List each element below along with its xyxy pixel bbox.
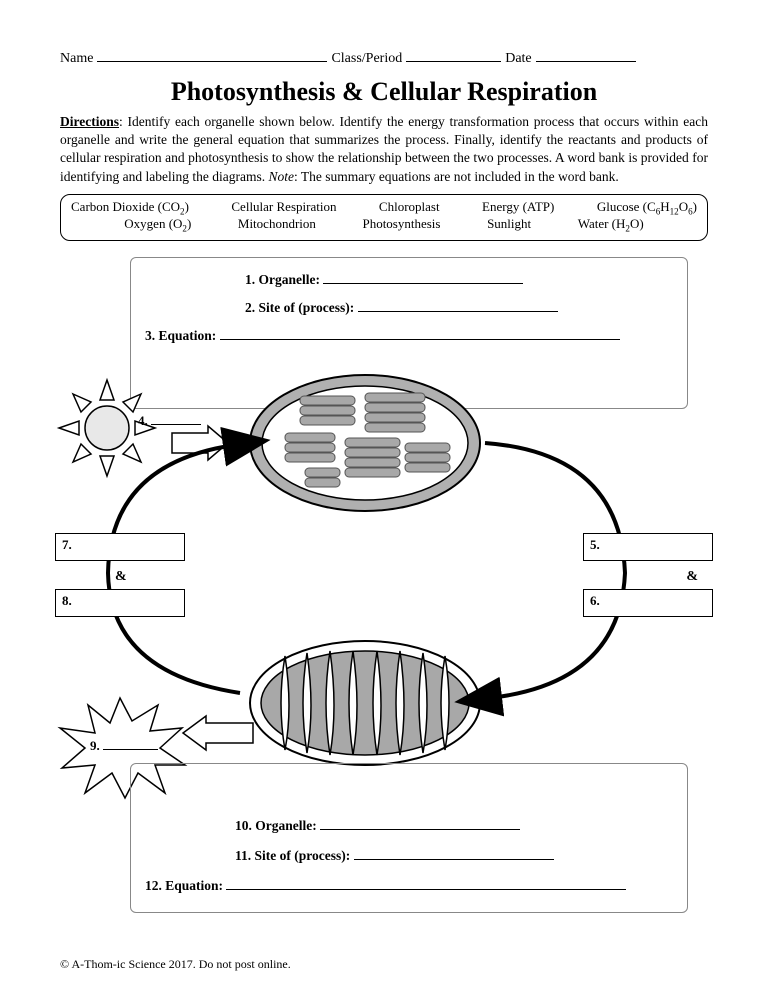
q3-blank[interactable] bbox=[220, 328, 620, 340]
word-bank: Carbon Dioxide (CO2) Cellular Respiratio… bbox=[60, 194, 708, 241]
mitochondrion-icon bbox=[245, 633, 485, 773]
wb-item: Oxygen (O2) bbox=[124, 216, 191, 234]
q3: 3. Equation: bbox=[145, 328, 673, 344]
class-label: Class/Period bbox=[331, 51, 402, 67]
diagram-area: 1. Organelle: 2. Site of (process): 3. E… bbox=[60, 253, 708, 933]
q7-box[interactable]: 7. bbox=[55, 533, 185, 561]
name-blank[interactable] bbox=[97, 48, 327, 62]
date-label: Date bbox=[505, 51, 531, 67]
wb-item: Mitochondrion bbox=[238, 216, 316, 234]
date-blank[interactable] bbox=[536, 48, 636, 62]
sun-arrow-icon bbox=[170, 423, 240, 463]
name-label: Name bbox=[60, 51, 93, 67]
wb-item: Chloroplast bbox=[379, 199, 440, 217]
class-blank[interactable] bbox=[406, 48, 501, 62]
wb-item: Energy (ATP) bbox=[482, 199, 554, 217]
q10: 10. Organelle: bbox=[145, 818, 673, 834]
note-label: Note bbox=[268, 169, 294, 184]
bottom-question-box: 10. Organelle: 11. Site of (process): 12… bbox=[130, 763, 688, 913]
q11-blank[interactable] bbox=[354, 848, 554, 860]
q10-blank[interactable] bbox=[320, 818, 520, 830]
chloroplast-icon bbox=[245, 368, 485, 518]
q9: 9. bbox=[90, 738, 158, 754]
wordbank-row-2: Oxygen (O2) Mitochondrion Photosynthesis… bbox=[71, 216, 697, 234]
wb-item: Photosynthesis bbox=[362, 216, 440, 234]
q2: 2. Site of (process): bbox=[145, 300, 673, 316]
q12: 12. Equation: bbox=[145, 878, 673, 894]
q2-blank[interactable] bbox=[358, 300, 558, 312]
header-row: Name Class/Period Date bbox=[60, 48, 708, 67]
q1: 1. Organelle: bbox=[145, 272, 673, 288]
wb-item: Cellular Respiration bbox=[231, 199, 336, 217]
q12-blank[interactable] bbox=[226, 878, 626, 890]
footer: © A-Thom-ic Science 2017. Do not post on… bbox=[60, 957, 291, 972]
directions: Directions: Identify each organelle show… bbox=[60, 113, 708, 186]
wb-item: Carbon Dioxide (CO2) bbox=[71, 199, 189, 217]
note-text: : The summary equations are not included… bbox=[294, 169, 619, 184]
q6-box[interactable]: 6. bbox=[583, 589, 713, 617]
q11: 11. Site of (process): bbox=[145, 848, 673, 864]
q9-blank[interactable] bbox=[103, 738, 158, 750]
q8-box[interactable]: 8. bbox=[55, 589, 185, 617]
amp-left: & bbox=[115, 569, 127, 585]
wb-item: Sunlight bbox=[487, 216, 531, 234]
q5-box[interactable]: 5. bbox=[583, 533, 713, 561]
page-title: Photosynthesis & Cellular Respiration bbox=[60, 77, 708, 107]
wordbank-row-1: Carbon Dioxide (CO2) Cellular Respiratio… bbox=[71, 199, 697, 217]
wb-item: Water (H2O) bbox=[578, 216, 644, 234]
mito-arrow-icon bbox=[178, 713, 258, 753]
q1-blank[interactable] bbox=[323, 272, 523, 284]
directions-label: Directions bbox=[60, 114, 119, 129]
wb-item: Glucose (C6H12O6) bbox=[597, 199, 697, 217]
amp-right: & bbox=[686, 569, 698, 585]
